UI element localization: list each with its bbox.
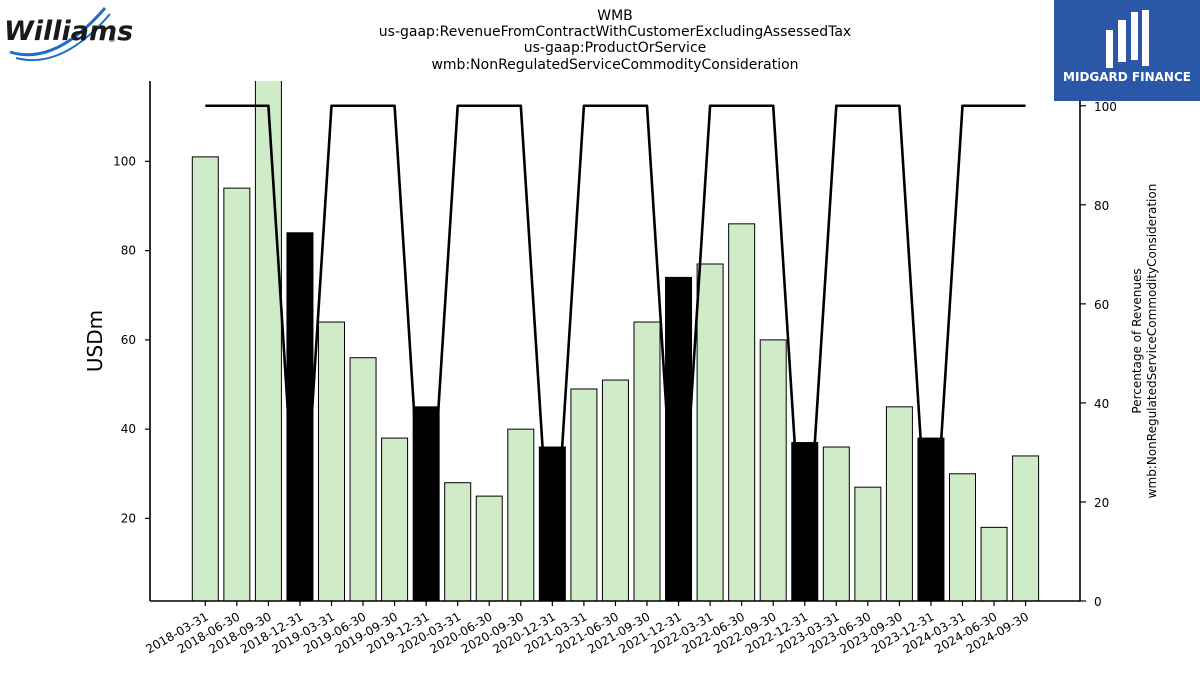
bar-2019-06-30: [349, 357, 377, 601]
midgard-finance-logo: MIDGARD FINANCE: [1054, 0, 1200, 101]
midgard-logo-background: [1054, 0, 1200, 101]
right-axis-label-line-1: Percentage of Revenues: [1130, 268, 1144, 413]
bar-2018-12-31: [286, 232, 314, 601]
percentage-line-series: [205, 104, 1026, 603]
chart-title-line-3: us-gaap:ProductOrService: [524, 40, 707, 56]
bar-2018-06-30: [223, 187, 251, 601]
bar-series: [191, 81, 1040, 601]
bar-2019-09-30: [381, 437, 409, 601]
bar-2023-06-30: [854, 486, 882, 601]
williams-logo: Williams ®: [4, 7, 133, 62]
bar-2018-09-30: [254, 81, 282, 601]
chart-title: WMB us-gaap:RevenueFromContractWithCusto…: [379, 8, 851, 73]
right-tick-label-20: 20: [1094, 496, 1109, 510]
percentage-line: [205, 104, 1026, 603]
bar-2022-06-30: [728, 223, 756, 601]
left-tick-label-80: 80: [121, 244, 136, 258]
williams-registered-mark: ®: [108, 35, 116, 44]
midgard-emblem-icon: [1106, 10, 1149, 68]
williams-swoosh-icon: [9, 7, 107, 57]
bar-2021-03-31: [570, 388, 598, 601]
williams-swoosh-icon-2: [15, 13, 111, 62]
bar-2021-09-30: [633, 321, 661, 601]
right-tick-label-80: 80: [1094, 199, 1109, 213]
midgard-logo-text: MIDGARD FINANCE: [1063, 70, 1191, 84]
bar-2020-06-30: [475, 495, 503, 601]
bar-2024-06-30: [980, 526, 1008, 601]
williams-logo-text: Williams: [4, 16, 133, 47]
bar-2022-09-30: [759, 339, 787, 601]
bar-2019-03-31: [318, 321, 345, 601]
right-tick-label-100: 100: [1094, 100, 1117, 114]
right-tick-label-60: 60: [1094, 298, 1109, 312]
bar-2023-09-30: [885, 406, 913, 601]
right-axis-label-line-2: wmb:NonRegulatedServiceCommodityConsider…: [1145, 184, 1159, 499]
bar-2018-03-31: [191, 156, 219, 601]
bar-2021-12-31: [665, 276, 693, 601]
chart-title-line-1: WMB: [597, 8, 633, 24]
left-tick-label-60: 60: [121, 333, 136, 347]
right-tick-label-40: 40: [1094, 397, 1109, 411]
bar-2024-09-30: [1012, 455, 1040, 601]
left-tick-label-20: 20: [121, 511, 136, 525]
y-axis-label: USDm: [83, 310, 107, 372]
right-tick-label-0: 0: [1094, 595, 1102, 609]
bar-2023-03-31: [822, 446, 850, 601]
left-tick-label-40: 40: [121, 422, 136, 436]
bar-2020-09-30: [507, 428, 535, 601]
bar-2022-03-31: [696, 263, 724, 601]
bar-2019-12-31: [412, 406, 440, 601]
chart-title-line-2: us-gaap:RevenueFromContractWithCustomerE…: [379, 24, 851, 40]
bar-2020-03-31: [444, 482, 472, 601]
chart-title-line-4: wmb:NonRegulatedServiceCommodityConsider…: [431, 57, 798, 73]
bar-2021-06-30: [601, 379, 629, 601]
left-tick-label-100: 100: [113, 154, 136, 168]
bar-2024-03-31: [949, 473, 976, 601]
